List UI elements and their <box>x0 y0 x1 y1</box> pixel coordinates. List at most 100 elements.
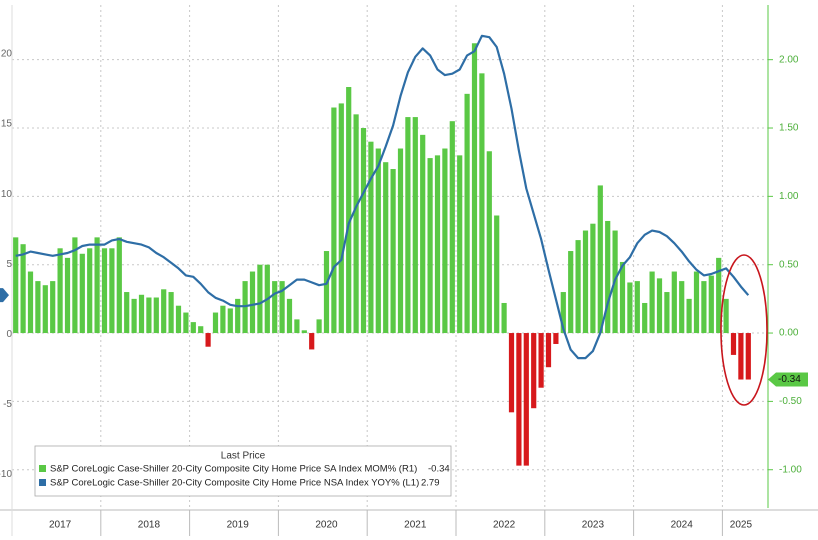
bar <box>138 294 145 334</box>
bar <box>161 289 167 334</box>
bar <box>523 333 529 466</box>
y-tick-label: 20 <box>1 49 13 60</box>
legend-swatch <box>39 479 46 486</box>
last-price-tag <box>768 372 808 387</box>
bar <box>679 281 685 334</box>
bar <box>338 103 344 334</box>
bar <box>420 134 426 334</box>
bar <box>494 215 500 334</box>
bar <box>294 319 300 334</box>
y2-tick-label: -1.00 <box>779 464 802 475</box>
bar <box>723 298 729 334</box>
bar <box>87 248 93 334</box>
bar <box>116 237 122 334</box>
y2-tick-label: 0.00 <box>779 328 799 339</box>
highlight-ellipse <box>720 254 768 406</box>
y2-tick-label: -0.50 <box>779 396 802 407</box>
legend: Last Price S&P CoreLogic Case-Shiller 20… <box>34 445 452 497</box>
legend-swatch <box>39 465 46 472</box>
bar <box>72 237 78 334</box>
legend-title: Last Price <box>221 451 266 462</box>
bar <box>605 220 611 334</box>
x-tick-label: 2020 <box>315 520 338 531</box>
y-tick-label: 5 <box>6 259 12 270</box>
last-price-label: -0.34 <box>778 374 801 385</box>
bar <box>412 117 418 334</box>
bar <box>538 333 544 388</box>
y-tick-label: 10 <box>1 189 13 200</box>
bar <box>13 237 19 334</box>
y2-tick-label: 0.50 <box>779 259 799 270</box>
bar <box>501 302 507 334</box>
bar <box>109 248 115 334</box>
last-price-tag-left <box>0 288 9 303</box>
bar <box>286 298 293 334</box>
bar <box>64 257 71 334</box>
bar <box>479 73 485 334</box>
bar <box>701 281 707 334</box>
bar <box>35 281 41 334</box>
bar <box>427 158 433 334</box>
bar <box>309 333 315 350</box>
bar <box>664 292 670 334</box>
bar <box>708 275 714 334</box>
bar <box>205 333 211 347</box>
y-tick-label: -10 <box>0 469 12 480</box>
bar <box>553 333 559 344</box>
bar <box>235 298 241 334</box>
bar <box>190 322 196 334</box>
bar <box>464 93 470 334</box>
bar <box>634 281 640 334</box>
bar <box>649 271 655 334</box>
bar <box>442 148 448 334</box>
bar <box>227 308 233 334</box>
bar <box>94 237 100 334</box>
bar <box>642 302 648 334</box>
bar <box>323 251 330 334</box>
bar <box>405 117 411 334</box>
bar <box>27 271 34 334</box>
x-axis-band <box>0 510 818 540</box>
bar <box>175 305 182 334</box>
y-tick-label: 15 <box>1 119 13 130</box>
bar <box>390 169 396 334</box>
bar <box>368 141 374 334</box>
bar <box>146 297 152 334</box>
bar <box>693 271 700 334</box>
bar <box>220 305 226 334</box>
bar <box>582 230 589 334</box>
x-tick-label: 2024 <box>671 520 694 531</box>
bar <box>627 282 633 334</box>
bar <box>131 298 137 334</box>
bar <box>716 257 722 334</box>
x-tick-label: 2021 <box>404 520 427 531</box>
y-tick-label: 0 <box>6 329 12 340</box>
x-tick-label: 2018 <box>138 520 161 531</box>
bar <box>257 264 263 334</box>
x-tick-label: 2022 <box>493 520 516 531</box>
bar <box>360 128 367 334</box>
bar <box>671 271 677 334</box>
legend-label: S&P CoreLogic Case-Shiller 20-City Compo… <box>50 464 417 475</box>
bar <box>50 281 56 334</box>
y2-tick-label: 1.50 <box>779 123 799 134</box>
bar <box>153 297 159 334</box>
bar <box>353 114 359 334</box>
bar <box>508 333 515 413</box>
bar <box>730 333 737 355</box>
bar <box>656 278 663 334</box>
x-tick-label: 2017 <box>49 520 72 531</box>
bar <box>738 333 744 380</box>
plot-area: -1.00 -0.50 0.00 0.50 1.00 1.50 2.00 -10 -5 0 5 10 1… <box>0 5 818 540</box>
bar <box>375 148 381 334</box>
bar <box>249 271 256 334</box>
bar <box>331 107 337 334</box>
bar <box>183 312 189 334</box>
legend-value: -0.34 <box>428 464 450 475</box>
bar <box>486 151 492 334</box>
line <box>15 34 750 360</box>
bar <box>516 333 522 466</box>
bar <box>198 326 204 334</box>
bar <box>301 330 307 334</box>
bar <box>272 281 278 334</box>
